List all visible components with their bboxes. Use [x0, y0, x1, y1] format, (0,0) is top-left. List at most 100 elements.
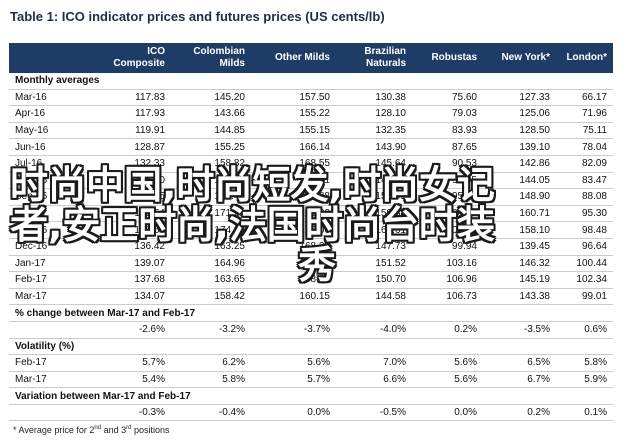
footnote-num-3: 3: [121, 425, 127, 435]
section-row: Variation between Mar-17 and Feb-17: [9, 387, 613, 405]
table-cell: 146.59: [97, 221, 171, 239]
section-row: Volatility (%): [9, 338, 613, 356]
table-cell: 6.2%: [171, 354, 251, 372]
table-cell: 5.6%: [251, 354, 336, 372]
table-cell: 145.20: [171, 89, 251, 107]
row-label: Feb-17: [9, 354, 97, 372]
table-row: May-16 119.91 144.85 155.15 132.35 83.93 128.5…: [9, 122, 613, 140]
table-cell: 0.2%: [483, 404, 556, 422]
table-row: Oct-16 143.54 171.21 179.62 159.38 100.63 160.…: [9, 205, 613, 223]
table-cell: 174.69: [171, 221, 251, 239]
table-cell: 83.93: [412, 122, 483, 140]
table-cell: 183.06: [251, 221, 336, 239]
table-cell: 130.38: [336, 89, 412, 107]
table-row: Feb-17 5.7% 6.2% 5.6% 7.0% 5.6% 6.5% 5.8%: [9, 354, 613, 372]
table-cell: 106.96: [412, 271, 483, 289]
row-label: Nov-16: [9, 221, 97, 239]
table-cell: 145.64: [336, 155, 412, 173]
table-row: Nov-16 146.59 174.69 183.06 161.61 103.60 158.…: [9, 221, 613, 239]
row-label: [9, 404, 97, 422]
table-cell: 161.92: [171, 172, 251, 190]
table-cell: 75.11: [556, 122, 613, 140]
table-cell: 176.88: [251, 188, 336, 206]
header-other-milds: Other Milds: [251, 43, 336, 73]
table-cell: 137.68: [97, 271, 171, 289]
table-cell: 143.38: [483, 288, 556, 306]
table-cell: 117.93: [97, 105, 171, 123]
table-cell: 71.96: [556, 105, 613, 123]
row-label: Jul-16: [9, 155, 97, 173]
table-cell: 95.64: [412, 188, 483, 206]
table-cell: 151.52: [336, 255, 412, 273]
row-label: May-16: [9, 122, 97, 140]
table-cell: 5.9%: [556, 371, 613, 389]
price-table: ICO Composite Colombian Milds Other Mild…: [9, 43, 613, 422]
footnote: * Average price for 2nd and 3rd position…: [13, 425, 170, 435]
table-cell: 164.96: [171, 255, 251, 273]
table-title: Table 1: ICO indicator prices and future…: [10, 9, 385, 24]
header-robustas: Robustas: [412, 43, 483, 73]
table-cell: 160.15: [251, 288, 336, 306]
section-label: % change between Mar-17 and Feb-17: [9, 304, 613, 322]
table-cell: 139.10: [483, 138, 556, 156]
table-cell: 158.82: [171, 155, 251, 173]
header-new-york: New York*: [483, 43, 556, 73]
table-cell: 0.1%: [556, 404, 613, 422]
table-cell: 147.73: [336, 238, 412, 256]
table-cell: 103.60: [412, 221, 483, 239]
section-label: Monthly averages: [9, 73, 613, 90]
footnote-sup-nd: nd: [94, 425, 102, 431]
table-cell: 144.85: [171, 122, 251, 140]
table-row: Jul-16 132.33 158.82 168.55 145.64 90.53 142.8…: [9, 155, 613, 173]
table-cell: 99.94: [412, 238, 483, 256]
section-label: Volatility (%): [9, 338, 613, 356]
table-row: Apr-16 117.93 143.66 155.22 128.10 79.03 125.0…: [9, 105, 613, 123]
table-cell: 148.90: [483, 188, 556, 206]
table-cell: 75.60: [412, 89, 483, 107]
table-cell: 158.10: [483, 221, 556, 239]
table-cell: -2.6%: [97, 321, 171, 339]
section-row: Monthly averages: [9, 73, 613, 90]
table-cell: 5.6%: [412, 371, 483, 389]
row-label: Oct-16: [9, 205, 97, 223]
table-cell: 158.42: [171, 288, 251, 306]
table-cell: 143.90: [336, 138, 412, 156]
table-cell: 157.50: [251, 89, 336, 107]
table-row: Jan-17 139.07 164.96 169.43 151.52 103.16 146.…: [9, 255, 613, 273]
footnote-suffix: positions: [131, 425, 170, 435]
table-cell: 132.33: [97, 155, 171, 173]
row-label: Mar-17: [9, 371, 97, 389]
table-cell: 125.06: [483, 105, 556, 123]
table-row: Jun-16 128.87 155.25 166.14 143.90 87.65 139.1…: [9, 138, 613, 156]
row-label: Dec-16: [9, 238, 97, 256]
table-cell: 78.04: [556, 138, 613, 156]
row-label: [9, 321, 97, 339]
table-cell: 163.65: [171, 271, 251, 289]
header-blank: [9, 43, 97, 73]
table-cell: -0.5%: [336, 404, 412, 422]
table-cell: 134.07: [97, 288, 171, 306]
table-cell: 100.44: [556, 255, 613, 273]
table-cell: 103.16: [412, 255, 483, 273]
table-cell: 160.71: [483, 205, 556, 223]
table-cell: 153.95: [336, 188, 412, 206]
table-cell: 171.21: [171, 205, 251, 223]
header-colombian-milds: Colombian Milds: [171, 43, 251, 73]
header-ico-composite: ICO Composite: [97, 43, 171, 73]
table-row: Feb-17 137.68 163.65 168.42 150.70 106.96 145.…: [9, 271, 613, 289]
section-label: Variation between Mar-17 and Feb-17: [9, 387, 613, 405]
footnote-middle: and: [101, 425, 122, 435]
table-cell: 128.87: [97, 138, 171, 156]
table-cell: 0.0%: [251, 404, 336, 422]
table-cell: 163.25: [171, 238, 251, 256]
footnote-num-2: 2: [89, 425, 95, 435]
table-row: Mar-17 5.4% 5.8% 5.7% 6.6% 5.6% 6.7% 5.9%: [9, 371, 613, 389]
table-cell: -3.5%: [483, 321, 556, 339]
row-label: Feb-17: [9, 271, 97, 289]
table-row: Mar-16 117.83 145.20 157.50 130.38 75.60 127.3…: [9, 89, 613, 107]
table-cell: 168.35: [251, 238, 336, 256]
table-cell: 5.8%: [171, 371, 251, 389]
table-cell: 5.7%: [251, 371, 336, 389]
table-cell: 127.33: [483, 89, 556, 107]
table-cell: 6.7%: [483, 371, 556, 389]
